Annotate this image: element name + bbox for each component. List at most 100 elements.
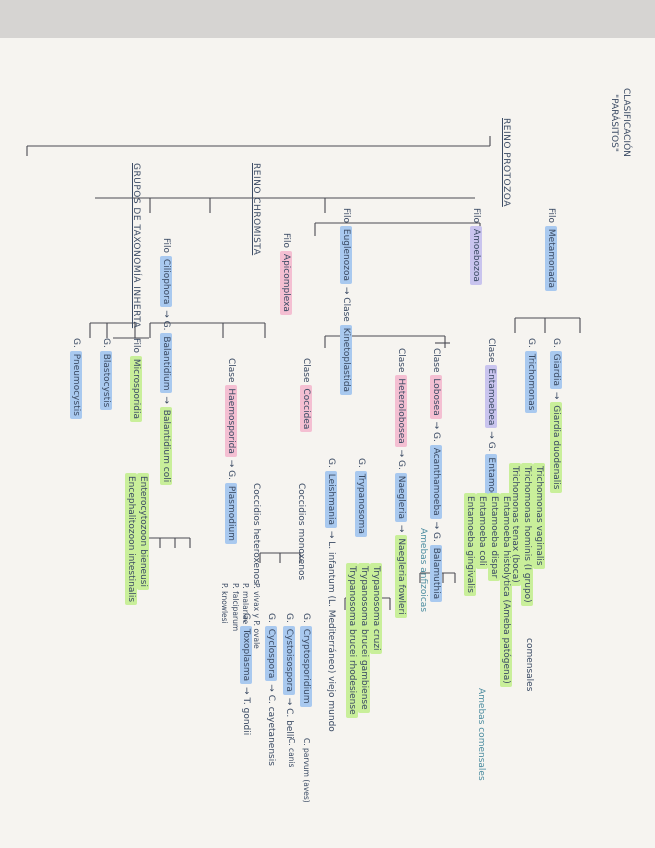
filo-metamonada: Filo Metamonada bbox=[545, 208, 557, 291]
p-vivax-ovale: P. vivax y P. ovale bbox=[252, 583, 261, 649]
trypanosoma-gambiense: Trypanosoma brucei gambiense bbox=[358, 563, 370, 713]
coccidios-monoxenos-label: Coccidios monoxenos bbox=[296, 483, 306, 581]
entamoeba-gingivalis: Entamoeba gingivalis bbox=[464, 493, 476, 596]
c-parvum: C. parvum (aves) bbox=[302, 738, 311, 803]
filo-label: Filo bbox=[161, 238, 171, 254]
filo-label: Filo bbox=[471, 208, 481, 224]
filo-label: Filo bbox=[131, 338, 141, 354]
clase-label: Clase bbox=[431, 348, 441, 373]
rotated-handwritten-notes: CLASIFICACIÓN "PARÁSITOS" REINO PROTOZOA… bbox=[0, 38, 655, 848]
cyclospora-genus: Cyclospora bbox=[265, 625, 277, 682]
coccidea-class: Coccidea bbox=[300, 385, 312, 433]
arrow: → bbox=[551, 391, 561, 400]
giardia-genus: Giardia bbox=[550, 350, 562, 389]
genus-label: G. bbox=[71, 338, 81, 348]
haemosporida-row: Clase Haemosporida → G. Plasmodium bbox=[225, 358, 237, 544]
cyclospora-row: G. Cyclospora → C. cayetanensis bbox=[265, 613, 277, 766]
filo-ciliophora: Filo Ciliophora → G. Balantidium → Balan… bbox=[160, 238, 172, 486]
naegleria-genus: Naegleria bbox=[395, 472, 407, 523]
c-cayetanensis: → C. cayetanensis bbox=[266, 684, 276, 766]
coccidios-heteroxenos-label: Coccidios heteroxenos bbox=[251, 483, 261, 584]
filo-label: Filo bbox=[281, 233, 291, 249]
metamonada-name: Metamonada bbox=[545, 225, 557, 291]
genus-arrow: → G. bbox=[226, 459, 236, 480]
genus-arrow: → G. bbox=[486, 431, 496, 452]
microsporidia-name: Microsporidia bbox=[130, 355, 142, 422]
entamoeba-coli: Entamoeba coli bbox=[476, 493, 488, 569]
microsporidia-species-list: Enterocytozoon bieneusi Encephalitozoon … bbox=[125, 473, 149, 606]
heterolobosea-class: Heterolobosea bbox=[395, 375, 407, 447]
genus-label: G. bbox=[551, 338, 561, 348]
euglenozoa-name: Euglenozoa bbox=[340, 225, 352, 285]
genus-arrow: → G. bbox=[161, 310, 171, 331]
balamuthia-genus: Balamuthia bbox=[430, 544, 442, 603]
arrow: → bbox=[161, 396, 171, 404]
genus-label: G. bbox=[301, 613, 311, 623]
genus-label: G. bbox=[101, 338, 111, 348]
cystoisospora-row: G. Cystoisospora → C. belli bbox=[283, 613, 295, 739]
p-falciparum: P. falciparum bbox=[231, 583, 240, 632]
trypanosoma-genus: Trypanosoma bbox=[355, 470, 367, 537]
filo-apicomplexa: Filo Apicomplexa bbox=[280, 233, 292, 315]
clase-label: Clase bbox=[301, 358, 311, 383]
genus-arrow: → G. bbox=[431, 521, 441, 542]
genus-arrow: → G. bbox=[396, 449, 406, 470]
balantidium-coli: Balantidium coli bbox=[160, 406, 172, 486]
trichomonas-species-list: Trichomonas vaginalis Trichomonas homini… bbox=[509, 463, 545, 606]
plasmodium-genus: Plasmodium bbox=[225, 482, 237, 544]
trypanosoma-cruzi: Trypanosoma cruzi bbox=[370, 563, 382, 654]
pneumocystis-genus: Pneumocystis bbox=[70, 350, 82, 419]
amoebozoa-name: Amoebozoa bbox=[470, 225, 482, 285]
clase-label: Clase bbox=[486, 338, 496, 363]
entamoeba-histolytica: Entamoeba histolytica (Ameba patógena) bbox=[500, 493, 512, 687]
comensales-label: comensales bbox=[524, 638, 534, 692]
ciliophora-name: Ciliophora bbox=[160, 255, 172, 308]
t-gondii: → T. gondii bbox=[241, 687, 251, 736]
apicomplexa-name: Apicomplexa bbox=[280, 250, 292, 315]
enterocytozoon-bieneusi: Enterocytozoon bieneusi bbox=[137, 473, 149, 590]
trichomonas-genus: Trichomonas bbox=[525, 350, 537, 414]
entamoebea-class: Entamoebea bbox=[485, 365, 497, 429]
genus-arrow: → G. bbox=[431, 421, 441, 442]
grupos-taxonomia-title: GRUPOS DE TAXONOMÍA INHERTA bbox=[131, 163, 141, 329]
c-canis: C. canis bbox=[287, 738, 296, 768]
genus-label: G. bbox=[266, 613, 276, 623]
filo-euglenozoa: Filo Euglenozoa → Clase Kinetoplastida bbox=[340, 208, 352, 396]
clase-label: Clase bbox=[396, 348, 406, 373]
reino-chromista-title: REINO CHROMISTA bbox=[251, 163, 261, 256]
entamoeba-species-list: Entamoeba histolytica (Ameba patógena) E… bbox=[464, 493, 512, 687]
acanthamoeba-genus: Acanthamoeba bbox=[430, 444, 442, 519]
genus-label: G. bbox=[326, 458, 336, 468]
plasmodium-species-list: P. vivax y P. ovale P. malariae P. falci… bbox=[221, 583, 262, 649]
leishmania-row: G. Leishmania → L. infantum (L. Mediterr… bbox=[325, 458, 337, 732]
trichomonas-row: G. Trichomonas bbox=[525, 338, 537, 414]
pneumocystis-row: G. Pneumocystis bbox=[70, 338, 82, 419]
trichomonas-vaginalis: Trichomonas vaginalis bbox=[533, 463, 545, 569]
naegleria-fowleri: Naegleria fowleri bbox=[395, 535, 407, 618]
trichomonas-hominis: Trichomonas hominis (I grupo) bbox=[521, 463, 533, 606]
genus-label: G. bbox=[356, 458, 366, 468]
lobosea-row: Clase Lobosea → G. Acanthamoeba → G. Bal… bbox=[430, 348, 442, 603]
filo-amoebozoa: Filo Amoebozoa bbox=[470, 208, 482, 285]
cryptosporidium-genus: Cryptosporidium bbox=[300, 625, 312, 707]
entamoeba-dispar: Entamoeba dispar bbox=[488, 493, 500, 582]
heading-parasitos: "PARÁSITOS" bbox=[609, 94, 619, 152]
giardia-row: G. Giardia → Giardia duodenalis bbox=[550, 338, 562, 493]
filo-label: Filo bbox=[546, 208, 556, 224]
heading-clasificacion: CLASIFICACIÓN bbox=[621, 88, 631, 157]
page-heading: CLASIFICACIÓN "PARÁSITOS" bbox=[609, 88, 631, 157]
blastocystis-row: G. Blastocystis bbox=[100, 338, 112, 411]
leishmania-infantum: → L. infantum (L. Mediterráneo) viejo mu… bbox=[326, 530, 336, 732]
notebook-page: CLASIFICACIÓN "PARÁSITOS" REINO PROTOZOA… bbox=[0, 38, 655, 848]
trypanosoma-rhodesiense: Trypanosoma brucei rhodesiense bbox=[346, 563, 358, 718]
filo-label: Filo bbox=[341, 208, 351, 224]
giardia-species: Giardia duodenalis bbox=[550, 402, 562, 493]
p-malariae: P. malariae bbox=[241, 583, 251, 625]
clase-label: Clase bbox=[226, 358, 236, 383]
cryptosporidium-row: G. Cryptosporidium bbox=[300, 613, 312, 707]
balantidium-name: Balantidium bbox=[160, 333, 172, 394]
trypanosoma-row: G. Trypanosoma bbox=[355, 458, 367, 537]
coccidea-row: Clase Coccidea bbox=[300, 358, 312, 433]
arrow: → bbox=[396, 524, 406, 533]
leishmania-genus: Leishmania bbox=[325, 470, 337, 529]
